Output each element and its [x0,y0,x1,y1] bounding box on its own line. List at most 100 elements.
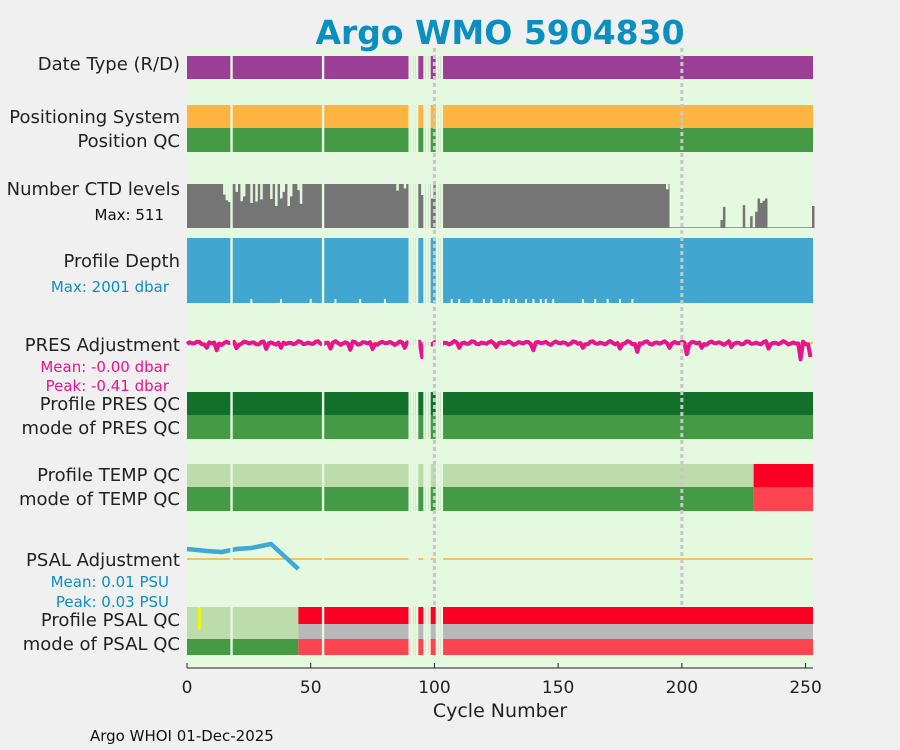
ctd-dip-2 [228,184,231,203]
ctd-dip-13 [287,184,290,206]
depth-notch-9 [482,299,485,303]
label-profile-temp-qc: Profile TEMP QC [37,465,180,486]
ctd-spike-9 [812,206,815,228]
label-date-type: Date Type (R/D) [38,54,180,75]
profile-pres-qc-bar-seg-0 [187,392,813,415]
ctd-spike-8 [764,198,768,228]
ctd-spike-3 [750,216,753,228]
mode-pres-qc-bar-seg-0 [187,415,813,439]
label-position-qc: Position QC [77,131,180,152]
ctd-dip-14 [289,184,293,197]
depth-notch-17 [544,299,547,303]
depth-notch-6 [450,299,453,303]
ctd-levels-bars [187,184,670,228]
missing-cycle-5 [415,48,419,655]
label-pres-mean: Mean: -0.00 dbar [40,358,170,376]
depth-notch-16 [539,299,542,303]
chart-marks [185,48,815,655]
mode-psal-qc-bar-seg-1 [298,639,813,655]
x-tick-label-5: 250 [789,678,821,698]
ctd-levels-reduced [669,227,813,228]
missing-cycle-0 [230,48,233,655]
depth-notch-4 [359,299,362,303]
ctd-dip-11 [280,184,283,199]
depth-notch-3 [334,299,337,303]
ctd-dip-16 [299,184,303,204]
ctd-dip-17 [396,184,399,191]
depth-notch-19 [581,299,584,303]
label-mode-psal-qc: mode of PSAL QC [23,634,180,655]
ctd-dip-1 [225,184,229,201]
missing-cycle-1 [321,48,325,655]
label-depth-max: Max: 2001 dbar [51,278,170,296]
ctd-dip-20 [430,184,434,199]
missing-cycle-10 [438,48,441,655]
mode-temp-qc-bar-seg-1 [753,487,813,511]
x-tick-label-4: 200 [666,678,698,698]
ctd-dip-12 [282,184,285,192]
ctd-dip-15 [297,184,300,191]
psal-qc-middle-bar-seg-0 [187,624,299,639]
label-profile-depth: Profile Depth [63,251,180,272]
mode-temp-qc-bar-seg-0 [187,487,754,511]
depth-notch-12 [507,299,510,303]
depth-notch-20 [594,299,597,303]
depth-notch-8 [470,299,473,303]
label-psal-adjustment: PSAL Adjustment [26,550,180,571]
depth-notch-5 [383,299,386,303]
label-psal-mean: Mean: 0.01 PSU [51,573,169,591]
ctd-dip-3 [235,184,238,192]
x-tick-label-1: 50 [300,678,322,698]
depth-notch-13 [515,299,518,303]
positioning-bar-seg-0 [187,105,813,128]
ctd-spike-7 [762,200,766,228]
ctd-dip-8 [260,184,263,200]
label-psal-peak: Peak: 0.03 PSU [56,593,169,611]
missing-cycle-7 [425,48,429,655]
ctd-dip-19 [421,184,424,195]
row-labels: Date Type (R/D) Positioning System Posit… [7,54,180,655]
ctd-dip-5 [242,184,246,197]
position-qc-bar-seg-0 [187,128,813,152]
depth-notch-1 [280,299,283,303]
ctd-dip-9 [270,184,273,199]
profile-temp-qc-bar-seg-0 [187,464,754,487]
label-ctd-max: Max: 511 [95,206,164,224]
depth-notch-7 [458,299,461,303]
ctd-spike-0 [720,220,723,228]
profile-psal-qc-bar-seg-0 [187,607,299,624]
ctd-dip-18 [403,184,407,189]
depth-notch-10 [490,299,493,303]
missing-cycle-11 [440,48,444,655]
x-tick-label-2: 100 [418,678,450,698]
ctd-spike-6 [760,202,763,228]
x-tick-label-3: 150 [542,678,574,698]
ctd-spike-1 [722,206,726,228]
profile-temp-qc-bar-seg-1 [753,464,813,487]
psal-qc-flag-mark [197,607,201,630]
x-axis-label: Cycle Number [433,700,567,722]
ctd-spike-2 [742,205,746,228]
ctd-dip-21 [666,184,669,190]
ctd-dip-7 [255,184,258,202]
label-profile-psal-qc: Profile PSAL QC [41,610,180,631]
footer-credit: Argo WHOI 01-Dec-2025 [90,727,274,745]
depth-notch-18 [552,299,555,303]
profile-depth-bars [187,238,813,303]
missing-cycle-4 [413,48,416,655]
pres-adjustment-line [185,337,813,362]
depth-notch-0 [250,299,253,303]
ctd-dip-10 [275,184,278,206]
label-pres-peak: Peak: -0.41 dbar [46,377,170,395]
label-ctd-levels: Number CTD levels [7,179,180,200]
missing-cycle-8 [428,48,431,655]
ctd-dip-0 [223,184,226,195]
x-tick-label-0: 0 [182,678,193,698]
missing-cycle-6 [423,48,426,655]
depth-notch-15 [532,299,535,303]
psal-adjustment-line [186,541,300,571]
depth-notch-2 [309,299,312,303]
label-profile-pres-qc: Profile PRES QC [40,394,180,415]
depth-notch-23 [631,299,634,303]
